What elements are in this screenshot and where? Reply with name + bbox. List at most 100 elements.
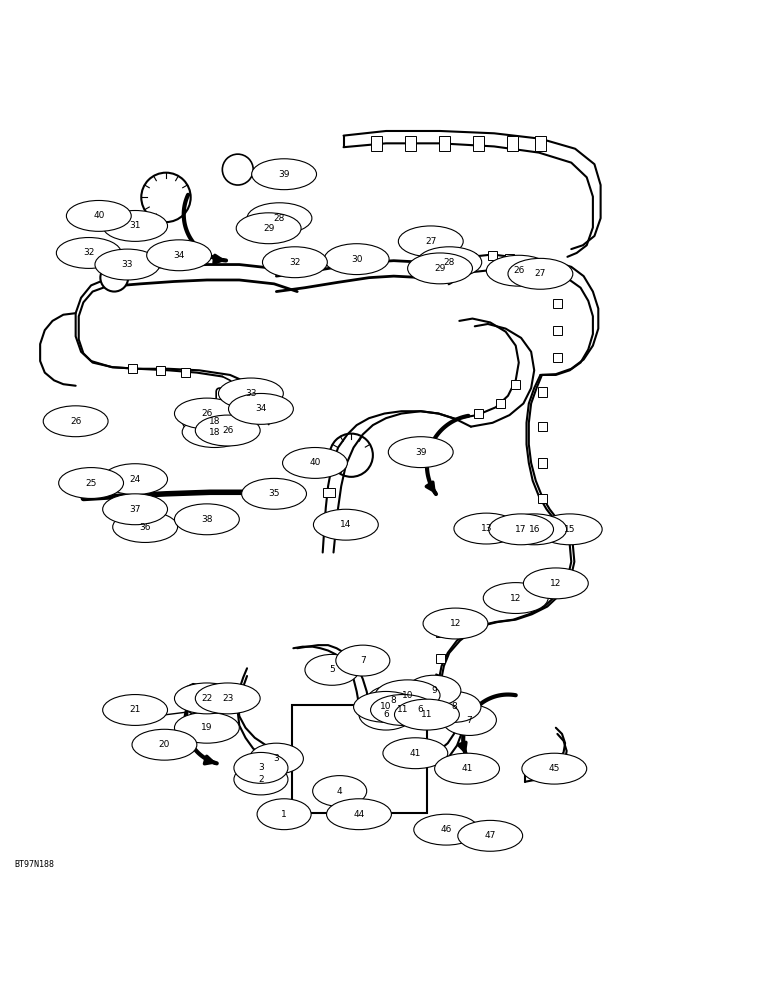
Text: 8: 8 [391,696,397,705]
Ellipse shape [174,398,239,429]
Text: 37: 37 [130,505,141,514]
Bar [553,353,562,362]
Text: 14: 14 [340,520,351,529]
Ellipse shape [218,378,283,409]
Ellipse shape [249,743,303,774]
Text: 34: 34 [174,251,185,260]
Ellipse shape [242,478,306,509]
Circle shape [100,264,128,292]
Ellipse shape [483,583,548,613]
Text: 39: 39 [415,448,426,457]
Ellipse shape [371,695,435,725]
Text: 12: 12 [450,619,461,628]
Text: 6: 6 [383,710,389,719]
Text: 18: 18 [209,417,220,426]
Text: 36: 36 [140,523,151,532]
Bar [511,380,520,389]
Text: 47: 47 [485,831,496,840]
Bar [553,271,562,281]
Text: 27: 27 [425,237,436,246]
Bar [323,488,335,497]
Text: 29: 29 [435,264,445,273]
Ellipse shape [147,240,212,271]
Bar [538,458,547,468]
Bar [156,366,165,375]
Bar [505,254,514,263]
Bar [553,299,562,308]
Text: 9: 9 [431,686,437,695]
Text: 33: 33 [245,389,256,398]
Text: 24: 24 [130,475,141,484]
Bar [553,326,562,335]
Ellipse shape [195,683,260,714]
Bar [436,679,445,688]
Text: BT97N188: BT97N188 [14,860,54,869]
Text: 33: 33 [122,260,133,269]
Text: 18: 18 [209,428,220,437]
Ellipse shape [66,200,131,231]
Circle shape [131,502,144,514]
Ellipse shape [113,512,178,542]
Ellipse shape [103,494,168,525]
Bar [535,136,546,151]
Text: 2: 2 [258,775,264,784]
Ellipse shape [489,514,554,545]
Text: 32: 32 [290,258,300,267]
Bar [128,364,137,373]
Bar [436,654,445,663]
Text: 44: 44 [354,810,364,819]
Bar [507,136,518,151]
Ellipse shape [375,680,440,711]
Ellipse shape [417,247,482,278]
Text: 40: 40 [310,458,320,467]
Ellipse shape [522,753,587,784]
Ellipse shape [383,738,448,769]
Ellipse shape [324,244,389,275]
Ellipse shape [252,159,317,190]
Text: 26: 26 [222,426,233,435]
Ellipse shape [327,799,391,830]
Ellipse shape [174,712,239,743]
Text: 25: 25 [86,479,96,488]
Bar [439,136,450,151]
Ellipse shape [486,255,551,286]
Bar [405,136,416,151]
Text: 38: 38 [201,515,212,524]
Text: 3: 3 [258,763,264,772]
Text: 26: 26 [513,266,524,275]
Text: 46: 46 [441,825,452,834]
Ellipse shape [408,253,472,284]
Text: 11: 11 [398,705,408,714]
Bar [466,253,476,262]
Text: 15: 15 [564,525,575,534]
Ellipse shape [59,468,124,498]
Text: 13: 13 [481,524,492,533]
Text: 16: 16 [529,525,540,534]
Ellipse shape [394,695,448,725]
Ellipse shape [435,753,499,784]
Text: 5: 5 [329,665,335,674]
FancyBboxPatch shape [216,388,266,413]
Ellipse shape [537,514,602,545]
Bar [538,494,547,503]
Text: 35: 35 [269,489,279,498]
Ellipse shape [182,406,247,437]
Ellipse shape [95,249,160,280]
Text: 21: 21 [130,705,141,714]
Ellipse shape [229,393,293,424]
Text: 28: 28 [274,214,285,223]
Text: 10: 10 [402,691,413,700]
Ellipse shape [262,247,327,278]
Ellipse shape [313,509,378,540]
Ellipse shape [508,258,573,289]
Text: 34: 34 [256,404,266,413]
Ellipse shape [103,695,168,725]
Ellipse shape [182,417,247,448]
Ellipse shape [132,729,197,760]
Text: 12: 12 [550,579,561,588]
Ellipse shape [398,226,463,257]
Ellipse shape [257,799,311,830]
Text: 26: 26 [201,409,212,418]
Text: 39: 39 [279,170,290,179]
Text: 28: 28 [444,258,455,267]
